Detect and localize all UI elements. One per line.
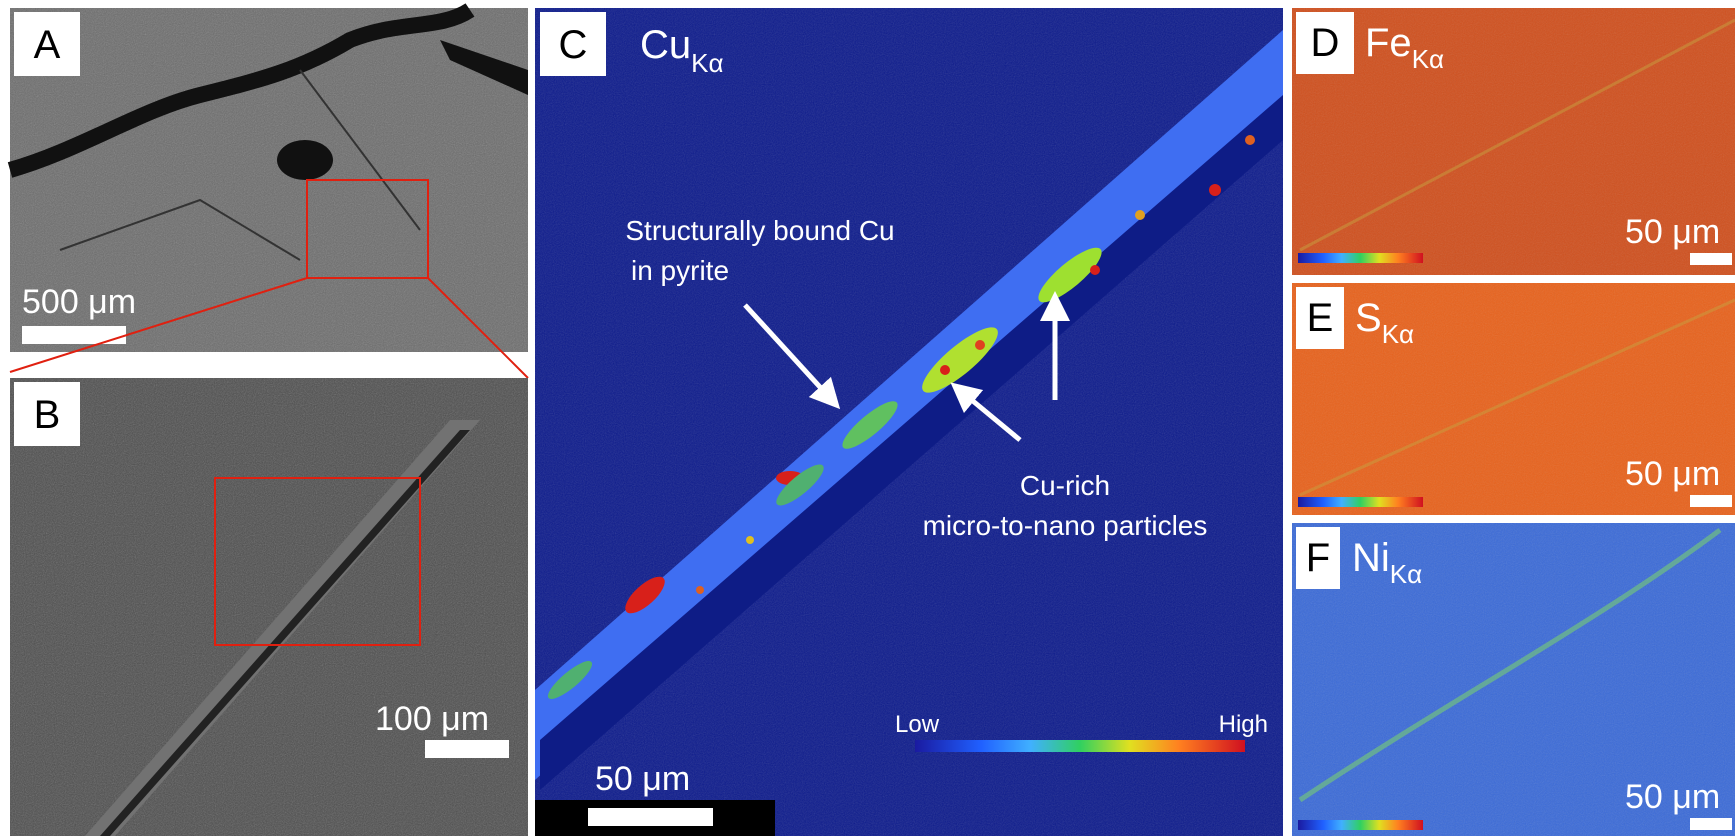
- colorbar: [915, 740, 1245, 752]
- scale-bar: [588, 808, 713, 826]
- panel-label: F: [1306, 536, 1330, 580]
- panel-label: E: [1307, 296, 1334, 340]
- annotation: Cu-rich: [1020, 470, 1110, 501]
- annotation: in pyrite: [631, 255, 729, 286]
- element: Ni: [1352, 536, 1390, 580]
- annotation: Structurally bound Cu: [625, 215, 894, 246]
- scale-bar: [425, 740, 509, 758]
- panel-c: C CuKα Structurally bound Cu in pyrite C…: [535, 8, 1283, 836]
- emission-line: Kα: [1412, 44, 1444, 74]
- panel-b: B 100 μm: [10, 378, 528, 836]
- panel-label: D: [1311, 21, 1340, 65]
- scale-bar-label: 50 μm: [1625, 213, 1720, 251]
- scale-bar-label: 50 μm: [1625, 455, 1720, 493]
- panel-f: F NiKα 50 μm: [1292, 523, 1735, 836]
- colorbar-high: High: [1219, 711, 1268, 738]
- emission-line: Kα: [1382, 319, 1414, 349]
- annotation: micro-to-nano particles: [923, 510, 1208, 541]
- scale-bar-label: 500 μm: [22, 283, 136, 321]
- panel-label: B: [34, 393, 61, 437]
- panel-a: A 500 μm: [7, 3, 528, 352]
- scale-bar-label: 50 μm: [1625, 778, 1720, 816]
- scale-bar-label: 100 μm: [375, 700, 489, 738]
- element-label: NiKα: [1352, 536, 1422, 589]
- emission-line: Kα: [1390, 559, 1422, 589]
- element-label: FeKα: [1365, 21, 1444, 74]
- scale-bar-label: 50 μm: [595, 760, 690, 798]
- panel-label: C: [559, 23, 588, 67]
- panel-label: A: [34, 23, 61, 67]
- colorbar-low: Low: [895, 711, 940, 738]
- element: Cu: [640, 23, 691, 67]
- emission-line: Kα: [691, 48, 723, 78]
- element-label: CuKα: [640, 23, 724, 78]
- element-label: SKα: [1355, 296, 1414, 349]
- scale-bar: [22, 326, 126, 344]
- particles: [547, 135, 1255, 700]
- panel-d: D FeKα 50 μm: [1292, 8, 1735, 275]
- element: S: [1355, 296, 1382, 340]
- element: Fe: [1365, 21, 1412, 65]
- panel-e: E SKα 50 μm: [1292, 283, 1735, 515]
